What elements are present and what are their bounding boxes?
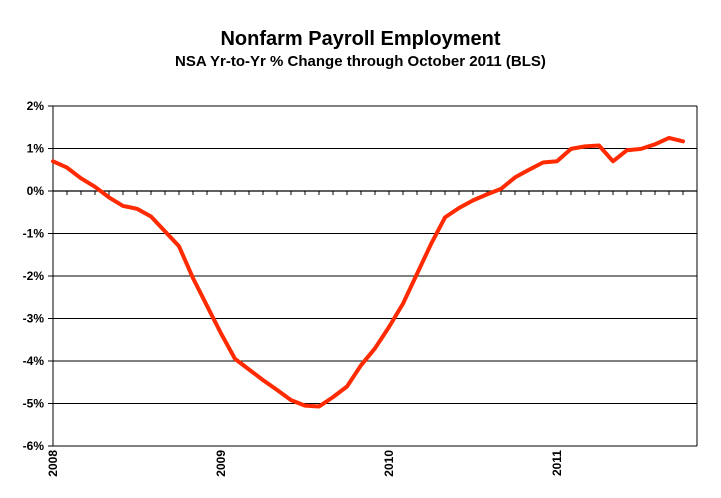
y-tick-label: -5% xyxy=(23,397,45,411)
x-tick-label: 2010 xyxy=(382,450,396,477)
gridlines xyxy=(53,105,698,447)
x-tick-label: 2009 xyxy=(214,450,228,477)
chart-title: Nonfarm Payroll Employment xyxy=(220,28,501,50)
y-tick-label: -2% xyxy=(23,269,45,283)
y-tick-label: -1% xyxy=(23,227,45,241)
series-line xyxy=(51,135,685,409)
y-tick-label: -3% xyxy=(23,312,45,326)
chart-subtitle: NSA Yr-to-Yr % Change through October 20… xyxy=(175,53,546,70)
y-tick-label: -4% xyxy=(23,354,45,368)
x-tick-label: 2008 xyxy=(46,450,60,477)
y-tick-label: 0% xyxy=(27,184,45,198)
y-tick-label: 1% xyxy=(27,142,45,156)
x-axis: 2008 2009 2010 2011 xyxy=(46,190,698,477)
y-axis: 2% 1% 0% -1% -2% -3% -4% -5% -6% xyxy=(23,99,54,453)
y-tick-label: -6% xyxy=(23,439,45,453)
data-series xyxy=(51,135,685,409)
y-tick-label: 2% xyxy=(27,99,45,113)
x-tick-label: 2011 xyxy=(550,450,564,476)
